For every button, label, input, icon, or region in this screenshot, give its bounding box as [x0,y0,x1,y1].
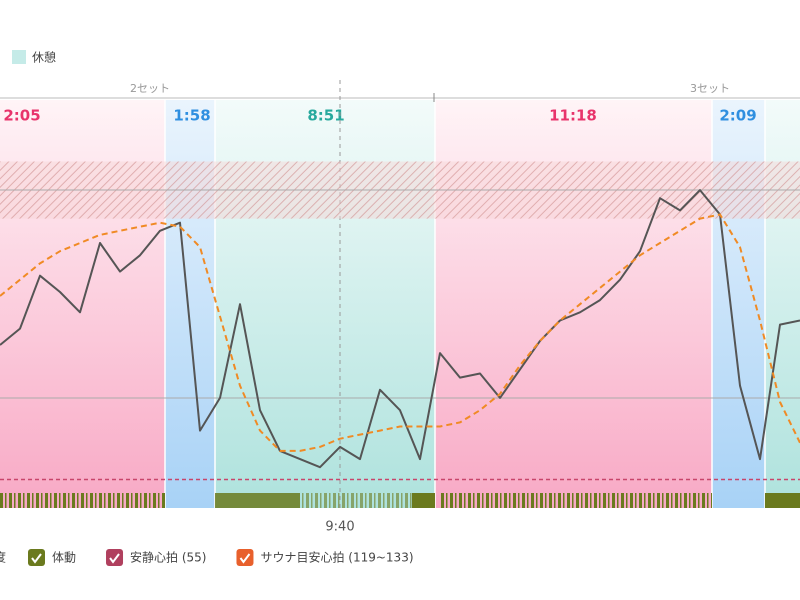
time-label: 9:40 [325,520,354,535]
phase-backgrounds: 2:05 1:58 8:51 11:18 2:09 [0,100,800,508]
phase-band [435,100,712,508]
legend-label: 休憩 [32,50,56,65]
phase-band [165,100,215,508]
phase-band [765,100,800,508]
legend-checkbox [236,549,254,566]
legend-swatch [12,50,26,64]
legend-check [239,553,251,564]
phase-band [215,100,435,508]
movement [0,493,165,508]
plot [0,161,800,481]
series-line [0,213,800,452]
legend-checkbox [106,549,124,566]
legend-label: 安静心拍 (55) [130,550,206,565]
movement [440,493,712,508]
legend-check [31,553,42,564]
movement [215,493,300,508]
legend-label: 体動 [52,551,76,565]
legend-check [109,553,120,564]
movement [412,493,435,508]
phase-duration: 11:18 [549,107,597,125]
phase-duration: 1:58 [173,107,210,125]
set-label: 2セット [130,82,170,95]
phase-duration: 2:09 [719,107,756,125]
phase-duration: 8:51 [307,107,344,125]
legend-bottom: 度 体動 安静心拍 (55) サウナ目安心拍 (119~133) [0,549,414,566]
movement [765,493,800,508]
phase-duration: 2:05 [3,107,40,125]
legend-label: 度 [0,550,6,565]
series-line [0,189,800,469]
movement [300,493,412,508]
legend-label: サウナ目安心拍 (119~133) [260,550,413,565]
legend-checkbox [28,549,45,566]
set-label: 3セット [690,82,730,95]
